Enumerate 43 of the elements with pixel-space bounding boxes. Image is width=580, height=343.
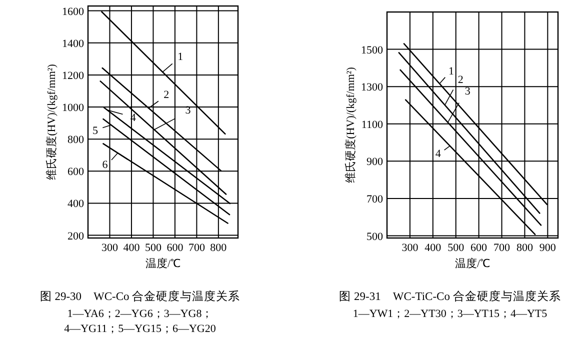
x-axis-title: 温度/℃ xyxy=(454,257,490,270)
y-tick-label: 1300 xyxy=(361,82,384,94)
x-tick-label: 800 xyxy=(210,242,228,254)
y-tick-label: 1400 xyxy=(62,38,84,50)
x-tick-label: 700 xyxy=(494,242,511,254)
y-tick-label: 600 xyxy=(68,166,84,178)
x-tick-label: 500 xyxy=(144,242,162,254)
y-tick-label: 1100 xyxy=(361,118,384,131)
y-axis-title: 维氏硬度(HV)/(kgf/mm²) xyxy=(344,66,357,183)
x-tick-label: 400 xyxy=(424,242,442,254)
y-tick-label: 400 xyxy=(68,198,84,210)
y-tick-label: 200 xyxy=(68,230,84,242)
y-tick-label: 1500 xyxy=(361,44,384,56)
annotation: 1 xyxy=(178,51,184,64)
y-tick-label: 800 xyxy=(68,134,84,146)
x-tick-label: 800 xyxy=(516,242,534,254)
y-tick-label: 1600 xyxy=(62,6,84,18)
annotation: 1 xyxy=(448,66,454,78)
annotation: 2 xyxy=(164,89,170,102)
x-tick-label: 500 xyxy=(448,242,465,254)
text: 1—YW1；2—YT30；3—YT15；4—YT5 xyxy=(352,308,548,320)
x-tick-label: 300 xyxy=(402,242,419,254)
y-axis-title: 维氏硬度(HV)/(kgf/mm²) xyxy=(45,64,58,180)
x-tick-label: 600 xyxy=(166,242,184,254)
annotation: 3 xyxy=(464,85,471,98)
x-tick-label: 700 xyxy=(188,242,206,254)
y-tick-label: 500 xyxy=(366,230,384,243)
annotation: 4 xyxy=(435,148,442,160)
text: 图 29-31 WC-TiC-Co 合金硬度与温度关系 xyxy=(339,289,561,303)
annotation: 5 xyxy=(92,124,99,137)
x-axis-title: 温度/℃ xyxy=(145,257,181,270)
text: 图 29-30 WC-Co 合金硬度与温度关系 xyxy=(40,289,240,303)
y-tick-label: 900 xyxy=(366,156,384,168)
x-tick-label: 400 xyxy=(123,242,140,254)
annotation: 6 xyxy=(102,159,108,172)
text: 1—YA6；2—YG6；3—YG8；4—YG11；5—YG15；6—YG20 xyxy=(64,308,216,335)
y-tick-label: 1200 xyxy=(62,70,84,82)
x-tick-label: 900 xyxy=(539,242,556,254)
annotation: 2 xyxy=(458,74,464,86)
x-tick-label: 600 xyxy=(470,242,488,254)
x-tick-label: 300 xyxy=(101,242,118,254)
y-tick-label: 1000 xyxy=(62,102,84,114)
y-tick-label: 700 xyxy=(366,193,384,206)
